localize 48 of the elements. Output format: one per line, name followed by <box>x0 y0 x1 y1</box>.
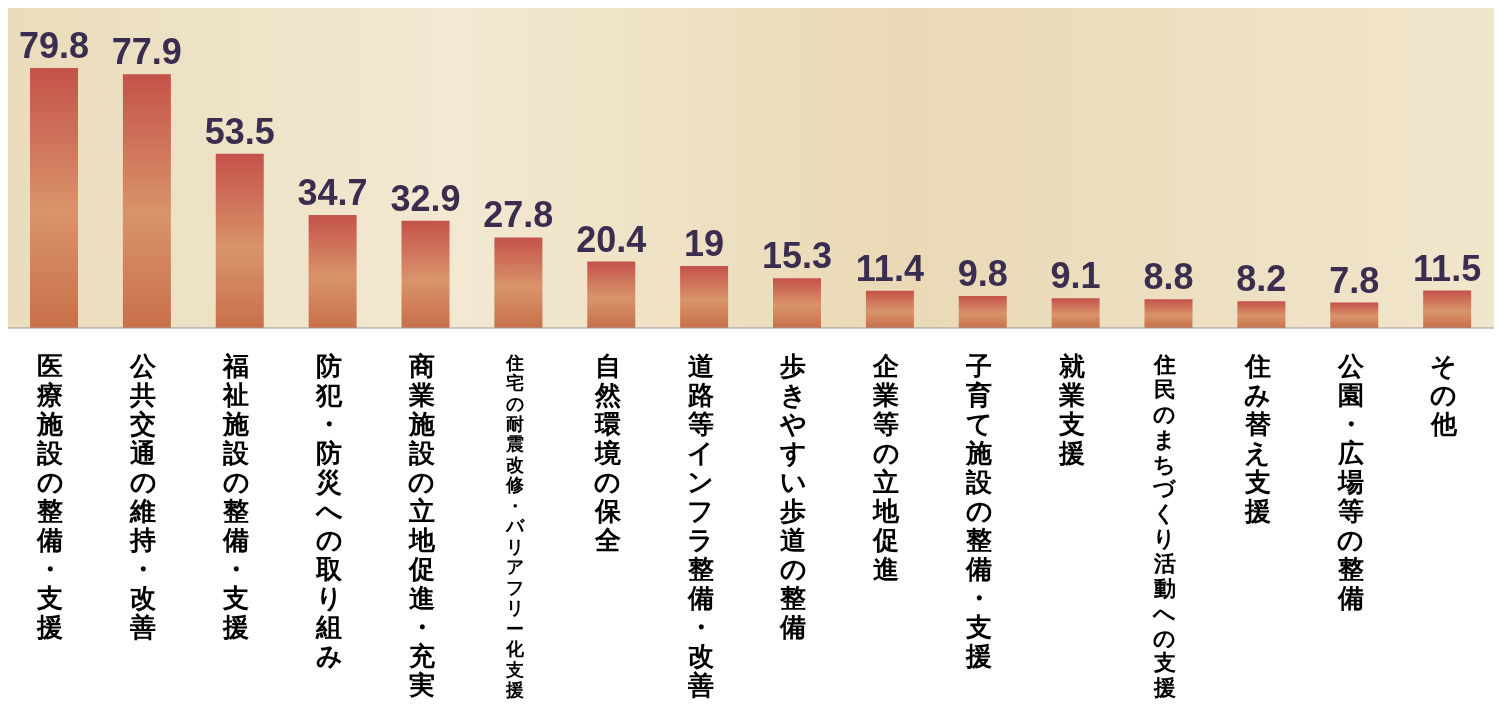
category-label: 商業施設の立地促進・充実 <box>408 351 436 701</box>
data-label: 9.8 <box>957 253 1008 295</box>
bar <box>308 214 357 328</box>
data-label: 53.5 <box>204 110 275 152</box>
data-label: 20.4 <box>576 218 647 260</box>
bar <box>401 220 450 328</box>
data-label: 9.1 <box>1050 255 1101 297</box>
category-label: 住宅の耐震改修・バリアフリー化支援 <box>505 351 524 701</box>
data-label: 8.8 <box>1143 256 1194 298</box>
category-label: 医療施設の整備・支援 <box>36 351 64 643</box>
bar <box>1423 290 1472 328</box>
bar <box>587 261 636 328</box>
data-label: 19 <box>684 223 725 265</box>
x-tick-label: 住み替え支援 <box>1243 351 1272 527</box>
data-label: 34.7 <box>297 171 368 213</box>
bar <box>1051 298 1100 328</box>
bar <box>958 296 1007 328</box>
x-tick-label: 就業支援 <box>1058 351 1086 469</box>
data-label: 77.9 <box>111 31 182 73</box>
x-tick-label: 自然環境の保全 <box>593 351 622 556</box>
bar <box>215 153 264 328</box>
bar <box>680 266 729 328</box>
category-label: 住民のまちづくり活動への支援 <box>1153 352 1177 701</box>
category-label: 防犯・防災への取り組み <box>315 351 343 672</box>
bar <box>494 237 543 328</box>
category-label: 福祉施設の整備・支援 <box>222 351 250 643</box>
bar <box>773 278 821 328</box>
data-label: 79.8 <box>18 25 90 66</box>
category-label: 歩きやすい歩道の整備 <box>779 351 807 643</box>
category-label: 道路等インフラ整備・改善 <box>687 351 715 701</box>
x-tick-label: 企業等の立地促進 <box>872 351 901 585</box>
category-label: 公園・広場等の整備 <box>1337 351 1365 614</box>
bar <box>865 290 914 328</box>
bar <box>1330 302 1379 328</box>
data-label: 8.2 <box>1236 258 1287 300</box>
x-tick-label: その他 <box>1429 351 1458 440</box>
data-label: 32.9 <box>390 177 461 219</box>
data-label: 27.8 <box>483 194 554 236</box>
data-label: 11.5 <box>1413 247 1482 289</box>
data-label: 11.4 <box>855 247 924 289</box>
bar <box>1237 301 1286 328</box>
category-label: 公共交通の維持・改善 <box>129 351 157 643</box>
bar <box>30 68 78 328</box>
bar <box>122 74 171 328</box>
category-label: 子育て施設の整備・支援 <box>965 351 993 672</box>
data-label: 15.3 <box>761 235 833 277</box>
bar <box>1144 299 1193 328</box>
data-label: 7.8 <box>1329 259 1380 301</box>
